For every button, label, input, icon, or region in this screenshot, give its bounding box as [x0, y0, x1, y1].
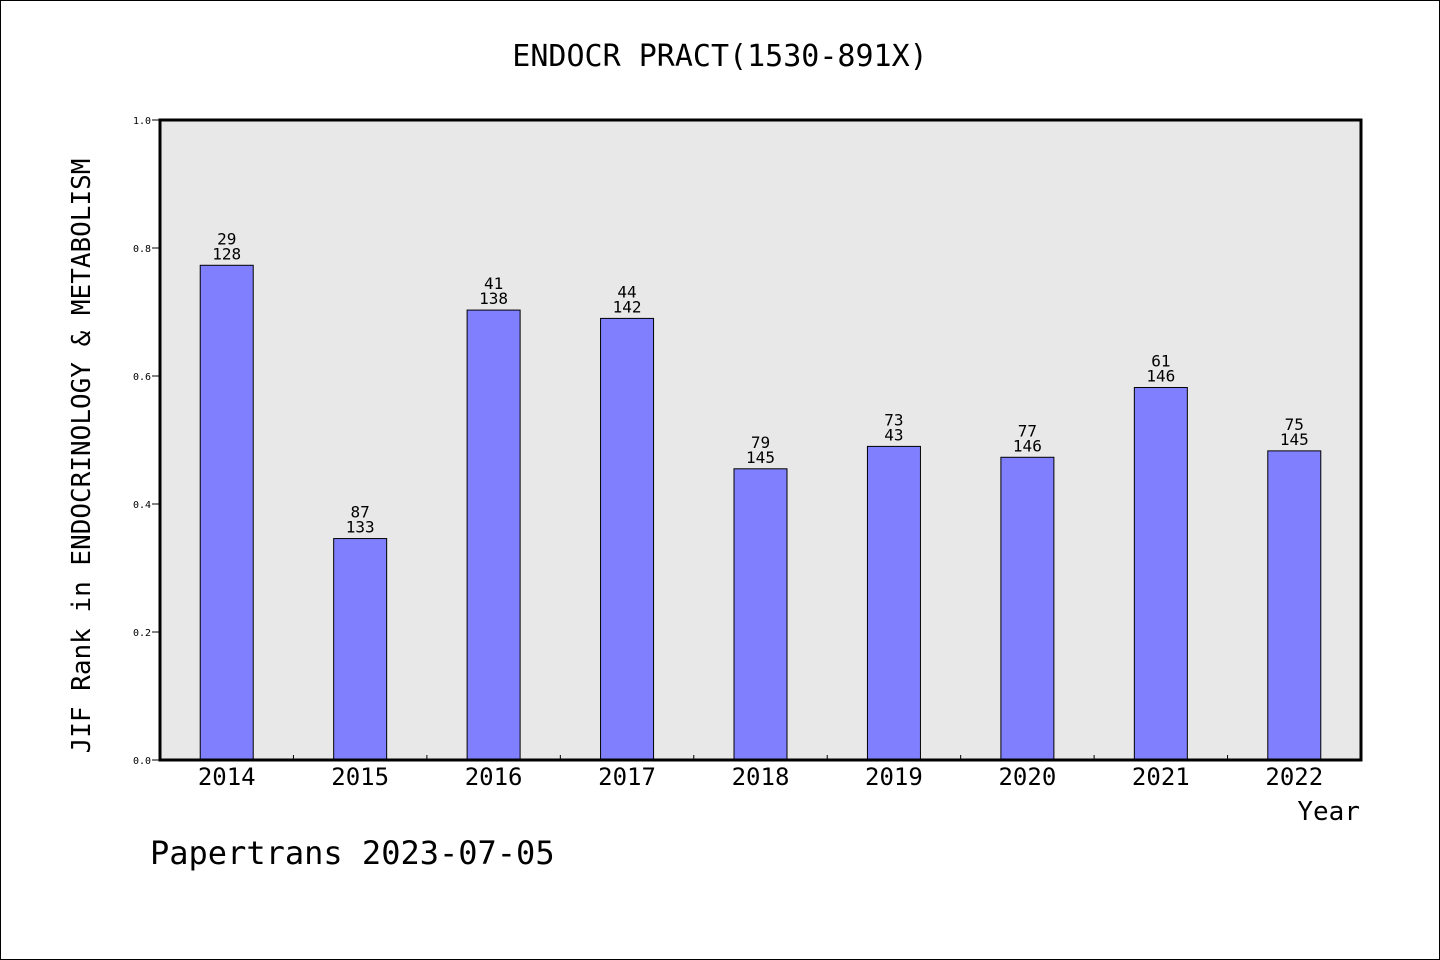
bar-2015: [333, 538, 388, 761]
bar-rank-label: 79: [751, 433, 770, 452]
chart-title: ENDOCR PRACT(1530-891X): [512, 39, 927, 74]
x-tick-label: 2017: [598, 763, 656, 791]
bar-rank-label: 77: [1018, 421, 1037, 440]
bar-2022: [1267, 450, 1322, 761]
y-tick-label: 0.2: [133, 628, 151, 639]
x-tick-label: 2021: [1132, 763, 1190, 791]
y-tick-label: 0.8: [133, 244, 151, 255]
x-tick-label: 2016: [465, 763, 523, 791]
bar-2017: [600, 317, 655, 761]
bar-rank-label: 73: [884, 410, 903, 429]
bar-total-label: 146: [1013, 436, 1042, 455]
bar-2021: [1133, 387, 1188, 761]
bar-rank-label: 61: [1151, 352, 1170, 371]
y-tick-label: 1.0: [133, 116, 151, 127]
bar-total-label: 142: [613, 297, 642, 316]
x-tick-label: 2019: [865, 763, 923, 791]
bar-2018: [733, 468, 788, 761]
bar-total-label: 146: [1146, 367, 1175, 386]
x-tick-label: 2015: [331, 763, 389, 791]
y-tick-label: 0.4: [133, 500, 151, 511]
bar-total-label: 43: [884, 425, 903, 444]
bar-total-label: 138: [479, 289, 508, 308]
plot-border: [158, 118, 1363, 762]
bar-2020: [1000, 456, 1055, 761]
y-axis-label: JIF Rank in ENDOCRINOLOGY & METABOLISM: [67, 159, 97, 754]
x-tick-label: 2014: [198, 763, 256, 791]
x-tick-label: 2022: [1265, 763, 1323, 791]
bar-rank-label: 75: [1285, 415, 1304, 434]
bar-total-label: 145: [746, 448, 775, 467]
bar-rank-label: 44: [617, 282, 636, 301]
bar-2016: [466, 309, 521, 761]
bar-2019: [866, 445, 921, 761]
y-tick-label: 0.6: [133, 372, 151, 383]
bar-2014: [199, 264, 254, 761]
x-axis-label: Year: [1297, 797, 1360, 827]
bar-total-label: 128: [212, 244, 241, 263]
bar-total-label: 145: [1280, 430, 1309, 449]
footer-watermark: Papertrans 2023-07-05: [150, 834, 555, 872]
bar-rank-label: 87: [351, 503, 370, 522]
x-tick-label: 2020: [998, 763, 1056, 791]
bar-rank-label: 29: [217, 229, 236, 248]
x-tick-label: 2018: [732, 763, 790, 791]
bar-total-label: 133: [346, 518, 375, 537]
y-tick-label: 0.0: [133, 756, 151, 767]
bar-rank-label: 41: [484, 274, 503, 293]
